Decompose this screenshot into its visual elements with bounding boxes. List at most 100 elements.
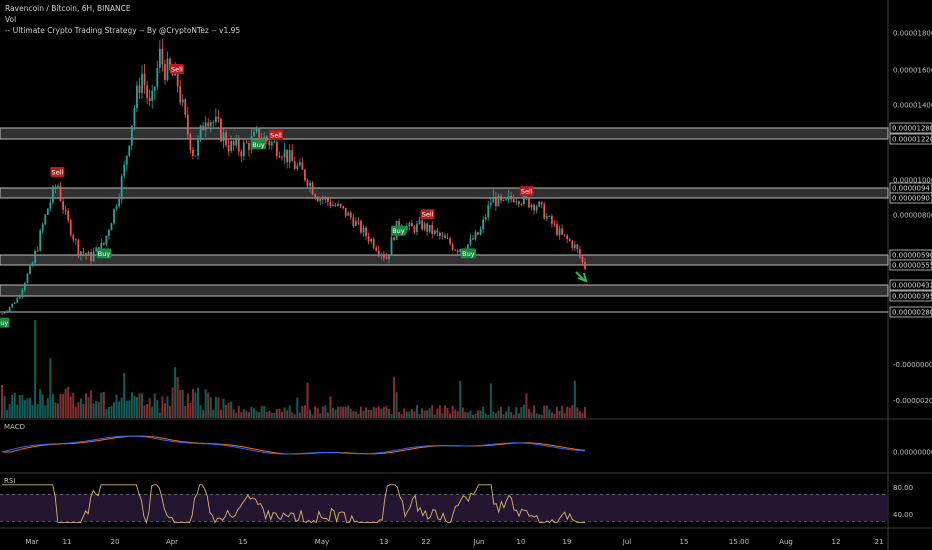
volume-bar bbox=[120, 397, 123, 418]
volume-bar bbox=[288, 405, 291, 418]
candle-body bbox=[568, 239, 571, 241]
candle-body bbox=[489, 202, 492, 206]
candle-body bbox=[525, 194, 528, 199]
price-tick-label: 0.00001600 bbox=[893, 67, 932, 75]
candle-body bbox=[469, 238, 472, 245]
candle-body bbox=[13, 302, 16, 304]
zone-price-label: 0.00001220 bbox=[892, 136, 932, 144]
volume-bar bbox=[8, 404, 11, 418]
candle-body bbox=[255, 129, 258, 132]
zone-price-label: 0.00000280 bbox=[892, 309, 932, 317]
volume-bar bbox=[387, 409, 390, 418]
volume-bar bbox=[263, 405, 266, 418]
volume-bar bbox=[517, 413, 520, 418]
zone-price-tag bbox=[889, 306, 932, 318]
candle-body bbox=[118, 199, 120, 207]
volume-bar bbox=[484, 413, 487, 418]
volume-bar bbox=[123, 373, 126, 418]
candle-body bbox=[573, 244, 576, 248]
volume-bar bbox=[268, 411, 271, 418]
candle-body bbox=[352, 217, 355, 226]
volume-bar bbox=[499, 406, 503, 418]
volume-bar bbox=[100, 392, 103, 418]
volume-bar bbox=[545, 405, 548, 418]
volume-bar bbox=[497, 410, 500, 418]
macd-tick-label: 0.00000000 bbox=[893, 449, 932, 457]
volume-bar bbox=[375, 407, 378, 418]
candle-body bbox=[431, 224, 434, 234]
volume-bar bbox=[555, 406, 559, 418]
volume-bar bbox=[464, 411, 467, 418]
volume-bar bbox=[339, 406, 342, 418]
candle-body bbox=[34, 250, 36, 264]
volume-bar bbox=[563, 413, 566, 418]
volume-bar bbox=[118, 401, 121, 418]
sell-signal-3 bbox=[169, 64, 184, 75]
candle-body bbox=[92, 251, 95, 262]
volume-bar bbox=[237, 406, 240, 418]
zone-price-label: 0.00001280 bbox=[892, 125, 932, 133]
volume-bar bbox=[278, 408, 281, 418]
candle-body bbox=[563, 234, 566, 236]
candle-body bbox=[21, 289, 24, 297]
candle-body bbox=[286, 149, 289, 163]
support-resistance-zones bbox=[0, 127, 889, 313]
volume-bar bbox=[321, 406, 324, 418]
candle-body bbox=[242, 142, 245, 157]
volume-bar bbox=[461, 407, 464, 418]
candle-body bbox=[237, 139, 240, 152]
candle-body bbox=[500, 195, 502, 201]
volume-bar bbox=[372, 406, 375, 418]
volume-bar bbox=[456, 411, 459, 418]
candle-body bbox=[459, 249, 462, 253]
candle-body bbox=[296, 165, 299, 169]
volume-bar bbox=[250, 406, 253, 418]
candle-body bbox=[451, 244, 454, 250]
time-tick-label: 11 bbox=[63, 538, 72, 546]
time-tick-label: Jun bbox=[473, 538, 485, 546]
candle-body bbox=[441, 235, 444, 237]
volume-bar bbox=[209, 397, 212, 418]
rsi-tick-label: 40.00 bbox=[893, 511, 913, 519]
volume-bar bbox=[566, 406, 569, 418]
candle-body bbox=[263, 136, 266, 141]
volume-bar bbox=[141, 393, 144, 418]
volume-bar bbox=[97, 401, 100, 418]
candle-body bbox=[270, 142, 273, 146]
candle-body bbox=[80, 251, 82, 255]
candle-body bbox=[344, 207, 347, 216]
volume-bar bbox=[275, 409, 278, 418]
volume-bar bbox=[130, 392, 133, 418]
candle-body bbox=[408, 223, 411, 227]
candle-body bbox=[153, 86, 156, 91]
volume-bar bbox=[26, 398, 29, 418]
signal-label: Sell bbox=[521, 188, 533, 196]
candle-body bbox=[548, 215, 551, 217]
volume-bar bbox=[553, 414, 556, 418]
candle-body bbox=[281, 157, 283, 159]
zone-2 bbox=[0, 254, 889, 266]
volume-bar bbox=[54, 402, 57, 418]
volume-bar bbox=[344, 406, 347, 418]
candle-body bbox=[314, 194, 317, 199]
buy-signal-2 bbox=[96, 248, 112, 259]
candle-body bbox=[502, 200, 505, 201]
volume-bar bbox=[436, 408, 439, 418]
volume-bar bbox=[550, 412, 553, 418]
volume-bar bbox=[156, 400, 159, 418]
candle-body bbox=[517, 201, 520, 205]
volume-bar bbox=[135, 397, 138, 418]
candle-body bbox=[479, 229, 482, 235]
volume-bar bbox=[522, 404, 525, 418]
volume-bar bbox=[459, 381, 462, 418]
volume-bar bbox=[319, 413, 322, 418]
zone-price-tag bbox=[889, 290, 932, 302]
time-axis: Mar 11 20 Apr 15 May 13 22 Jun 10 19 Jul 15 15:00 Aug 1… bbox=[25, 538, 883, 546]
candle-body bbox=[380, 254, 383, 255]
volume-bar bbox=[502, 414, 505, 418]
candle-body bbox=[227, 145, 230, 152]
candle-body bbox=[581, 256, 584, 263]
candle-body bbox=[136, 85, 138, 109]
